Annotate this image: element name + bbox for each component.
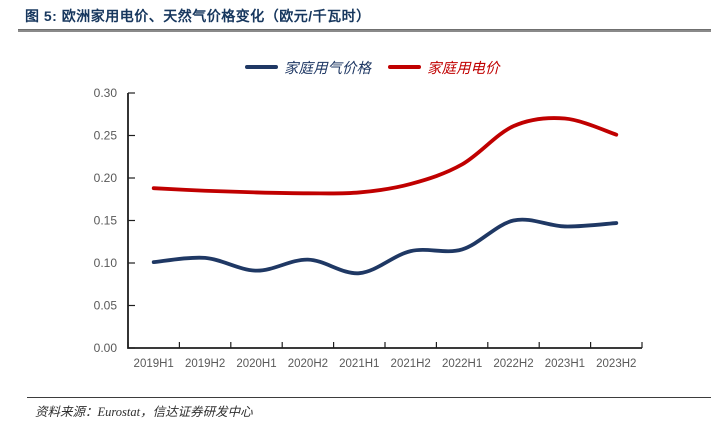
- x-axis-label: 2019H2: [185, 358, 225, 370]
- x-axis-label: 2023H1: [545, 358, 585, 370]
- x-axis-label: 2020H1: [236, 358, 276, 370]
- source-divider: [27, 397, 711, 398]
- y-axis-label: 0.10: [94, 256, 118, 270]
- x-axis-label: 2022H1: [442, 358, 482, 370]
- gas-series-label: 家庭用气价格: [284, 60, 371, 77]
- y-axis-label: 0.00: [94, 341, 118, 355]
- x-axis-label: 2019H1: [134, 358, 174, 370]
- gas-series-line: [151, 217, 619, 276]
- electricity-series-swatch: [388, 65, 421, 69]
- axis-line: [127, 93, 642, 349]
- chart-legend: 家庭用气价格 家庭用电价: [245, 57, 500, 78]
- y-axis-label: 0.30: [94, 86, 118, 100]
- gas-series-swatch: [245, 65, 278, 69]
- y-axis-label: 0.05: [94, 299, 118, 313]
- y-axis-label: 0.15: [94, 214, 118, 228]
- x-axis-label: 2021H1: [339, 358, 379, 370]
- y-axis-label: 0.20: [94, 171, 118, 185]
- x-axis-label: 2021H2: [391, 358, 431, 370]
- electricity-series-line: [151, 116, 619, 196]
- electricity-series-label: 家庭用电价: [427, 60, 500, 77]
- figure-title: 图 5: 欧洲家用电价、天然气价格变化（欧元/千瓦时）: [25, 8, 371, 24]
- x-axis-label: 2020H2: [288, 358, 328, 370]
- legend-item-gas: 家庭用气价格: [245, 57, 371, 78]
- x-axis-label: 2022H2: [493, 358, 533, 370]
- x-axis-label: 2023H2: [596, 358, 636, 370]
- title-divider: [18, 29, 711, 32]
- legend-item-electricity: 家庭用电价: [388, 57, 500, 78]
- source-note: 资料来源：Eurostat，信达证券研发中心: [35, 405, 253, 419]
- y-axis-label: 0.25: [94, 129, 118, 143]
